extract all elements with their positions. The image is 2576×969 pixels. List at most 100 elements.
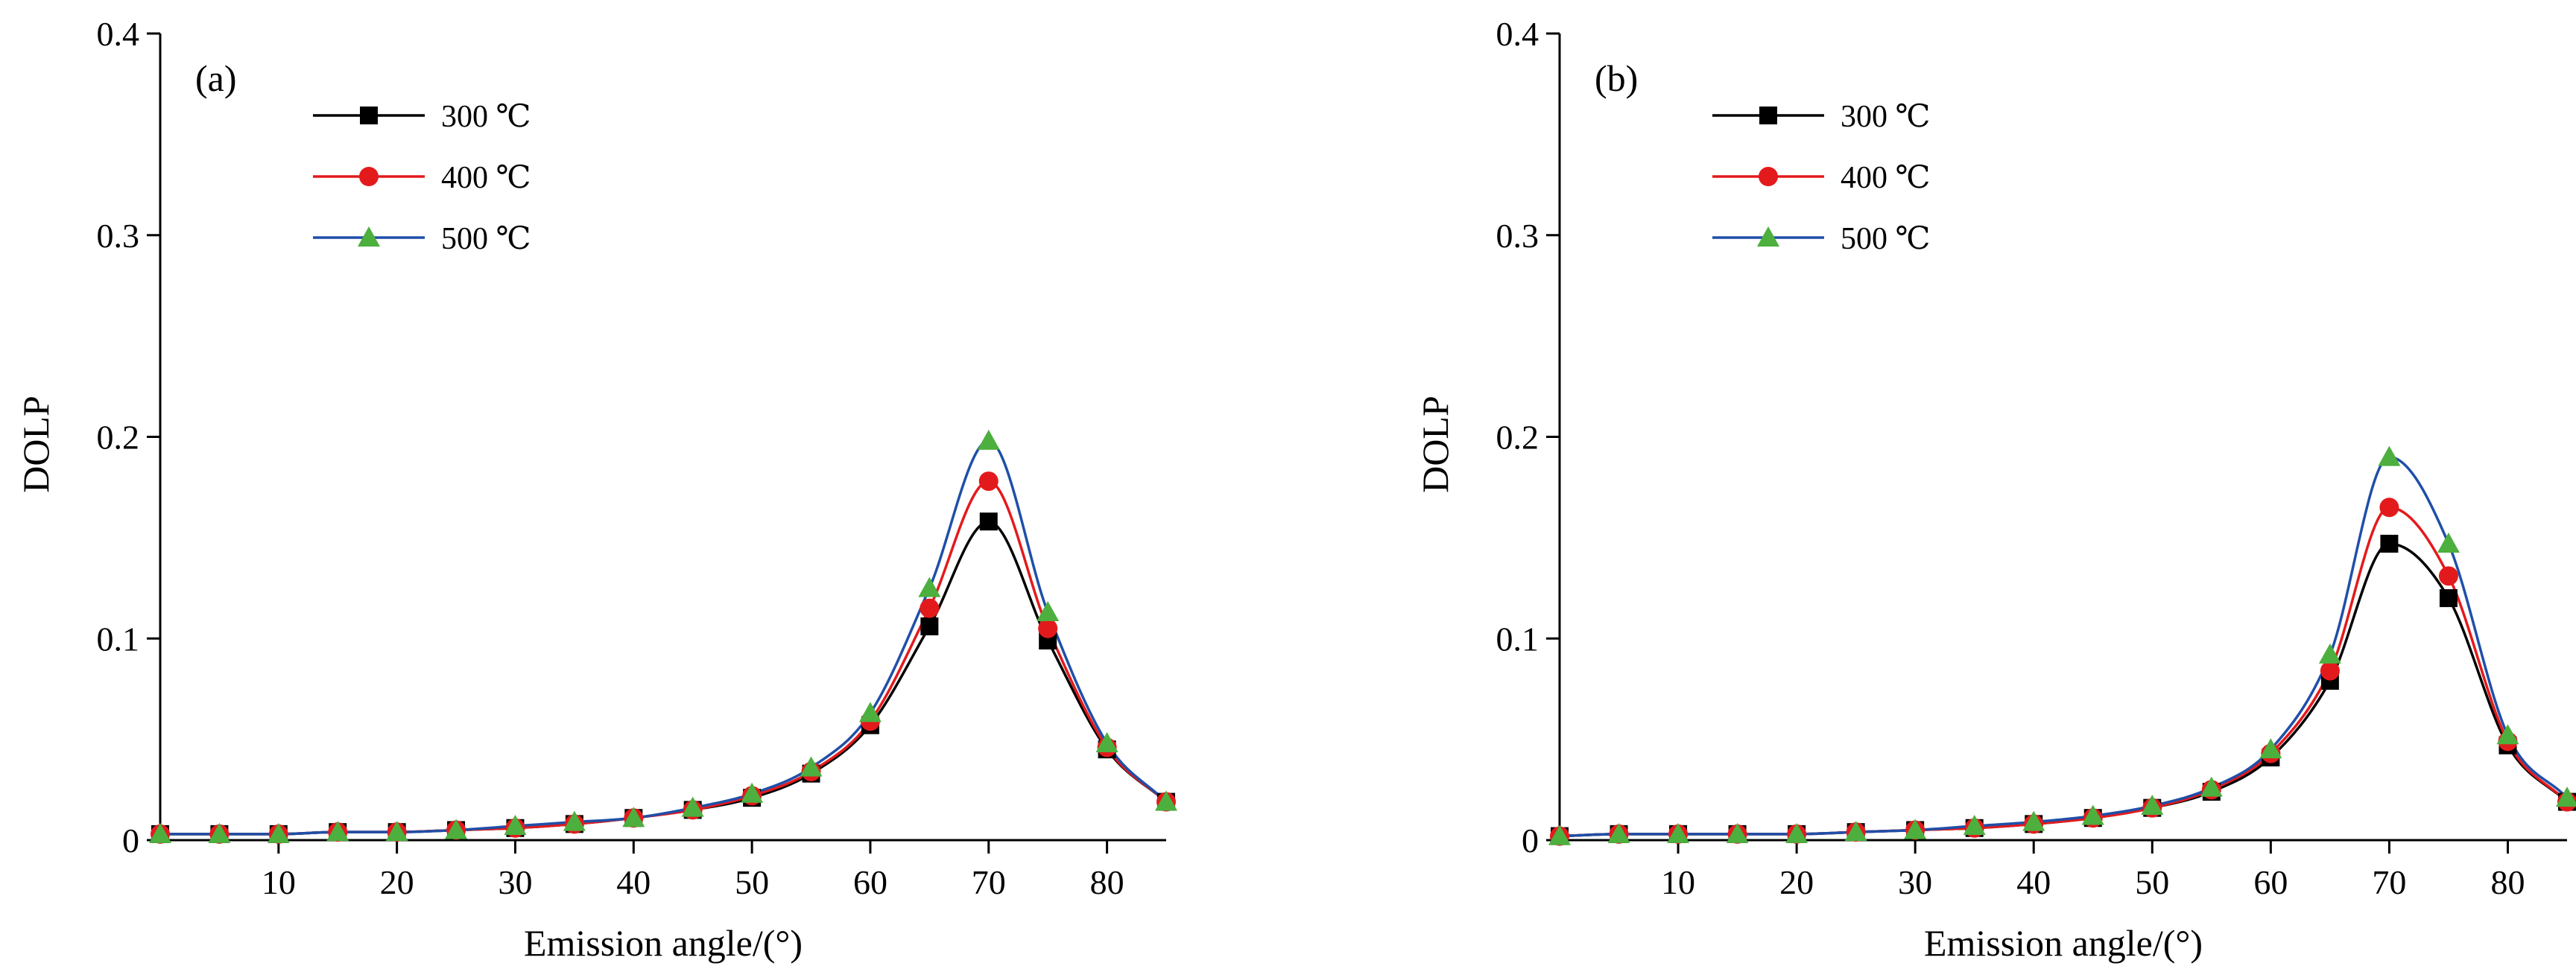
- x-tick-label: 50: [735, 863, 769, 901]
- data-point: [2378, 445, 2401, 466]
- data-point: [267, 822, 290, 843]
- legend-label: 400 ℃: [441, 161, 531, 195]
- chart-panel-b: 0 0.1 0.2 0.3 0.4 10 20 30 40 50 60 70 80 Emission an…: [1414, 15, 2576, 964]
- data-point: [1038, 618, 1058, 638]
- data-point: [858, 702, 882, 722]
- x-tick-label: 80: [1090, 863, 1124, 901]
- triangle-marker-icon: [358, 226, 380, 247]
- data-point: [920, 617, 939, 636]
- x-tick-label: 20: [380, 863, 414, 901]
- series-line-3: [160, 439, 1168, 836]
- data-point: [2200, 776, 2223, 797]
- data-point: [1155, 790, 1177, 811]
- data-point: [326, 821, 349, 842]
- data-point: [2439, 589, 2458, 608]
- data-point: [1607, 822, 1630, 843]
- data-point: [920, 598, 940, 618]
- circle-marker-icon: [1759, 167, 1778, 186]
- legend-label: 500 ℃: [1841, 222, 1930, 256]
- y-tick-label: 0: [122, 822, 139, 860]
- data-point: [2141, 794, 2164, 815]
- data-point: [504, 815, 527, 836]
- data-point: [979, 512, 998, 531]
- legend-label: 300 ℃: [441, 100, 531, 134]
- data-point: [149, 822, 171, 843]
- y-tick-label: 0.2: [1496, 419, 1539, 457]
- x-tick-label: 70: [2372, 863, 2406, 901]
- x-tick-label: 50: [2135, 863, 2169, 901]
- circle-marker-icon: [359, 167, 379, 186]
- x-tick-label: 40: [2016, 863, 2051, 901]
- x-tick-label: 20: [1779, 863, 1814, 901]
- y-tick-label: 0.3: [97, 217, 140, 255]
- data-point: [1548, 825, 1571, 845]
- data-point: [2556, 787, 2576, 807]
- data-point: [918, 576, 941, 597]
- data-point: [681, 796, 704, 817]
- data-point: [800, 756, 823, 777]
- x-tick-label: 30: [498, 863, 532, 901]
- y-tick-label: 0: [1522, 822, 1539, 860]
- series-line-1: [160, 520, 1168, 836]
- x-tick-label: 10: [262, 863, 296, 901]
- data-point: [1963, 815, 1986, 836]
- data-point: [1785, 822, 1808, 843]
- data-point: [2437, 532, 2460, 553]
- series-line-1: [1559, 542, 2569, 838]
- data-point: [385, 821, 408, 842]
- data-point: [445, 819, 468, 839]
- x-tick-label: 10: [1661, 863, 1695, 901]
- y-tick-label: 0.4: [97, 15, 140, 53]
- x-tick-label: 40: [616, 863, 651, 901]
- data-point: [1904, 819, 1927, 839]
- legend: 300 ℃ 400 ℃ 500 ℃: [313, 100, 531, 256]
- data-point: [2259, 738, 2282, 759]
- square-marker-icon: [1759, 107, 1777, 124]
- y-axis-title: DOLP: [15, 395, 57, 493]
- y-tick-label: 0.1: [97, 620, 140, 658]
- data-point: [1095, 732, 1118, 753]
- data-point: [1667, 822, 1690, 843]
- data-point: [1726, 822, 1749, 843]
- y-tick-label: 0.4: [1496, 15, 1539, 53]
- data-point: [563, 810, 586, 831]
- legend: 300 ℃ 400 ℃ 500 ℃: [1712, 100, 1930, 256]
- data-point: [2379, 498, 2399, 518]
- data-point: [2438, 566, 2458, 586]
- y-tick-label: 0.1: [1496, 620, 1539, 658]
- y-tick-label: 0.3: [1496, 217, 1539, 255]
- legend-label: 400 ℃: [1841, 161, 1930, 195]
- x-tick-label: 70: [972, 863, 1006, 901]
- data-point: [2496, 724, 2519, 745]
- data-point: [2022, 810, 2045, 831]
- data-point: [2081, 804, 2104, 825]
- triangle-marker-icon: [1757, 226, 1779, 247]
- data-point: [208, 822, 231, 843]
- x-tick-label: 30: [1898, 863, 1932, 901]
- square-marker-icon: [360, 107, 378, 124]
- x-tick-label: 80: [2490, 863, 2525, 901]
- legend-label: 500 ℃: [441, 222, 531, 256]
- x-axis-title: Emission angle/(°): [524, 922, 803, 964]
- panel-label: (b): [1595, 57, 1638, 99]
- data-point: [622, 807, 645, 827]
- legend-label: 300 ℃: [1841, 100, 1930, 134]
- series-line-3: [1559, 455, 2569, 838]
- chart-panel-a: 0 0.1 0.2 0.3 0.4 10 20 30 40 50 60 70 80 Emission an…: [15, 15, 1177, 964]
- x-axis-title: Emission angle/(°): [1924, 922, 2203, 964]
- data-point: [977, 429, 1000, 450]
- data-point: [741, 782, 764, 803]
- y-tick-label: 0.2: [97, 419, 140, 457]
- x-tick-label: 60: [2253, 863, 2288, 901]
- x-tick-label: 60: [853, 863, 887, 901]
- data-point: [978, 471, 999, 492]
- data-point: [1844, 821, 1867, 842]
- data-point: [2318, 643, 2341, 664]
- panel-label: (a): [195, 57, 237, 99]
- data-point: [1037, 601, 1060, 622]
- data-point: [2320, 661, 2340, 681]
- y-axis-title: DOLP: [1414, 395, 1456, 493]
- data-point: [2380, 534, 2399, 553]
- series-line-2: [160, 480, 1168, 836]
